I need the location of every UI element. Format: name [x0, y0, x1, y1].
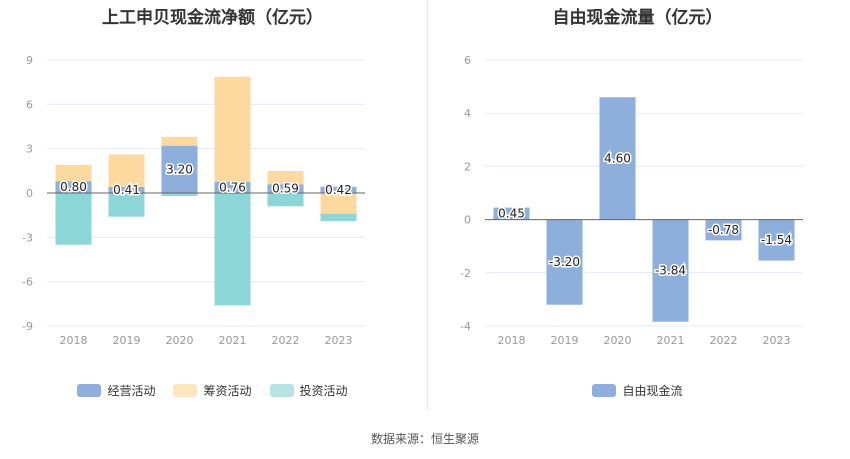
left-data-label: 0.59 — [272, 182, 299, 196]
legend-label-free-cash-flow: 自由现金流 — [622, 384, 683, 398]
right-legend: 自由现金流 — [425, 382, 850, 399]
right-x-tick-label: 2023 — [763, 334, 791, 347]
left-bar — [108, 154, 145, 187]
left-x-tick-label: 2022 — [272, 334, 300, 347]
right-bar — [705, 219, 742, 241]
left-y-tick-label: 3 — [26, 143, 33, 156]
left-y-tick-label: -3 — [22, 231, 33, 244]
right-y-tick-label: 4 — [464, 107, 471, 120]
left-bar — [55, 164, 92, 182]
left-bar — [267, 184, 304, 193]
left-data-label: 0.41 — [113, 183, 140, 197]
right-y-tick-label: -4 — [460, 320, 471, 333]
right-bar — [546, 219, 583, 305]
right-x-tick-label: 2022 — [710, 334, 738, 347]
left-x-tick-label: 2023 — [325, 334, 353, 347]
left-x-tick-label: 2020 — [166, 334, 194, 347]
left-bar — [55, 181, 92, 193]
right-y-tick-label: -2 — [460, 267, 471, 280]
left-y-tick-label: 9 — [26, 54, 33, 67]
legend-swatch-operating — [77, 384, 102, 397]
legend-item-investing[interactable]: 投资活动 — [269, 382, 348, 399]
right-y-tick-label: 6 — [464, 54, 471, 67]
right-x-tick-label: 2019 — [551, 334, 579, 347]
left-chart-title: 上工申贝现金流净额（亿元） — [102, 8, 323, 28]
legend-item-operating[interactable]: 经营活动 — [77, 382, 155, 399]
left-bar — [161, 136, 198, 146]
legend-swatch-financing — [173, 384, 198, 397]
legend-label-investing: 投资活动 — [299, 384, 348, 398]
left-y-tick-label: 6 — [26, 98, 33, 111]
legend-label-operating: 经营活动 — [107, 384, 156, 398]
left-data-label: 0.76 — [219, 180, 246, 194]
left-legend: 经营活动 筹资活动 投资活动 — [0, 382, 425, 399]
left-bar — [320, 193, 357, 214]
right-bar — [758, 219, 795, 261]
panel-divider — [427, 0, 428, 410]
left-x-tick-label: 2019 — [113, 334, 141, 347]
right-bar — [599, 97, 636, 220]
right-x-tick-label: 2018 — [498, 334, 526, 347]
left-bar — [55, 193, 92, 245]
right-data-label: -3.84 — [655, 264, 686, 278]
legend-swatch-free-cash-flow — [592, 384, 617, 397]
right-chart-title: 自由现金流量（亿元） — [552, 8, 723, 28]
left-x-tick-label: 2018 — [60, 334, 88, 347]
right-x-tick-label: 2021 — [657, 334, 685, 347]
legend-item-financing[interactable]: 筹资活动 — [173, 382, 252, 399]
left-bar — [214, 193, 251, 306]
left-data-label: 3.20 — [166, 162, 193, 176]
left-bar — [267, 170, 304, 185]
right-x-tick-label: 2020 — [604, 334, 632, 347]
left-bar — [320, 186, 357, 193]
left-bar — [161, 193, 198, 196]
legend-item-free-cash-flow[interactable]: 自由现金流 — [592, 382, 683, 399]
left-bar — [161, 145, 198, 193]
left-bar — [108, 186, 145, 193]
left-bar — [108, 193, 145, 217]
free-cash-flow-bar-chart: 6 4 2 0 -2 -4 2018 2019 2020 2021 2022 2023 0.45 -3.2… — [460, 54, 803, 347]
left-bar — [214, 181, 251, 193]
left-y-tick-label: 0 — [26, 187, 33, 200]
right-data-label: -0.78 — [708, 223, 739, 237]
legend-swatch-investing — [269, 384, 294, 397]
left-bar — [267, 193, 304, 207]
left-y-tick-label: -6 — [22, 276, 33, 289]
right-bar — [493, 207, 530, 220]
right-data-label: -3.20 — [549, 255, 580, 269]
cash-flow-bar-chart: 9 6 3 0 -3 -6 -9 2018 2019 2020 2021 2022 2023 0.80 0.… — [22, 54, 365, 347]
right-data-label: 0.45 — [498, 207, 525, 221]
right-y-tick-label: 2 — [464, 160, 471, 173]
legend-label-financing: 筹资活动 — [203, 384, 252, 398]
left-bar — [320, 213, 357, 222]
left-data-label: 0.80 — [60, 180, 87, 194]
data-source: 数据来源：恒生聚源 — [370, 432, 479, 446]
left-bar — [214, 76, 251, 182]
left-data-label: 0.42 — [325, 183, 352, 197]
free-cash-flow-chart-panel: 自由现金流量（亿元） 6 4 2 0 -2 -4 2018 2019 2020 2021 2022 2… — [425, 0, 850, 420]
cash-flow-chart-panel: 上工申贝现金流净额（亿元） 9 6 3 0 -3 -6 -9 2018 2019 2020 2021… — [0, 0, 425, 420]
right-bar — [652, 219, 689, 322]
right-y-tick-label: 0 — [464, 214, 471, 227]
right-data-label: -1.54 — [761, 233, 792, 247]
left-x-tick-label: 2021 — [219, 334, 247, 347]
right-data-label: 4.60 — [604, 151, 631, 165]
left-y-tick-label: -9 — [22, 320, 33, 333]
